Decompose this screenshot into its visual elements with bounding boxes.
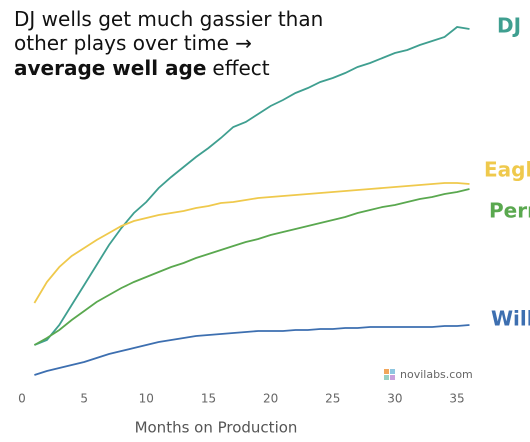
x-axis-label: Months on Production [135,419,298,437]
watermark: novilabs.com [400,368,473,381]
series-label: DJ [497,14,521,38]
x-tick-label: 30 [387,392,402,406]
series-line [34,324,470,376]
x-tick-label: 0 [18,392,26,406]
series-line [33,188,470,346]
x-tick-label: 10 [139,392,154,406]
watermark-icon [384,369,395,380]
series-line [34,26,470,346]
chart-title: DJ wells get much gassier than other play… [14,7,323,80]
x-tick-label: 20 [263,392,278,406]
x-tick-label: 15 [201,392,216,406]
x-tick-label: 5 [80,392,88,406]
series-label: Williston [491,307,530,331]
series-label: Permian [489,199,530,223]
x-tick-label: 25 [325,392,340,406]
series-line [33,182,470,304]
series-label: Eagle Ford [484,158,530,182]
x-tick-label: 35 [449,392,464,406]
